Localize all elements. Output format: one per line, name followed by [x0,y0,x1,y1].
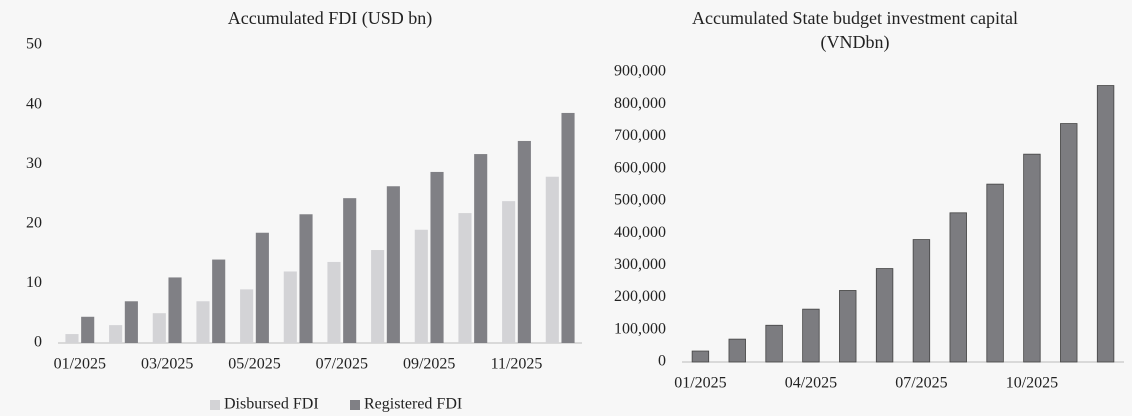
bar [1023,153,1041,363]
y-tick-label: 0 [658,353,666,370]
y-tick-label: 400,000 [614,224,666,241]
bar [124,301,138,343]
x-tick-label: 07/2025 [316,356,368,373]
y-tick-label: 700,000 [614,127,666,144]
bar [343,198,357,343]
bar [255,232,269,343]
y-tick-label: 100,000 [614,320,666,337]
bar [802,308,820,363]
legend-swatch [350,400,360,410]
bar [545,176,559,343]
legend-label: Disbursed FDI [224,396,319,413]
bar [1060,123,1078,363]
bar [502,201,516,343]
bar [386,186,400,343]
bar [458,213,472,343]
y-tick-label: 600,000 [614,159,666,176]
bar [517,140,531,343]
bar [299,214,313,343]
bar [81,316,95,343]
x-tick-label: 01/2025 [54,356,106,373]
y-tick-label: 800,000 [614,95,666,112]
bar [839,290,857,363]
y-tick-label: 10 [26,274,42,291]
x-tick-label: 10/2025 [1006,375,1058,392]
y-tick-label: 50 [26,36,42,53]
y-tick-label: 20 [26,214,42,231]
bar [986,183,1004,363]
x-tick-label: 07/2025 [895,375,947,392]
y-tick-label: 500,000 [614,192,666,209]
y-tick-label: 0 [34,334,42,351]
bar [875,268,894,363]
bar [371,250,385,343]
chart-title: Accumulated FDI (USD bn) [227,8,433,28]
x-tick-label: 09/2025 [403,356,455,373]
bar [949,212,967,363]
legend-swatch [210,400,220,410]
bar [430,171,444,343]
y-tick-label: 300,000 [614,256,666,273]
chart-title: Accumulated State budget investment capi… [692,8,1018,52]
bar [728,338,746,363]
bar [168,277,182,343]
bar [212,259,226,343]
bar [765,324,783,363]
bar [1096,85,1115,363]
x-tick-label: 11/2025 [491,356,543,373]
bar [109,325,123,343]
x-tick-label: 05/2025 [228,356,280,373]
x-tick-label: 04/2025 [785,375,837,392]
x-tick-label: 01/2025 [674,375,726,392]
x-tick-label: 03/2025 [141,356,193,373]
bar [65,334,79,343]
bar [691,350,710,363]
bar [240,289,254,343]
bar [327,261,341,343]
y-tick-label: 200,000 [614,288,666,305]
bar [912,239,931,363]
legend-label: Registered FDI [364,396,462,413]
bar [283,271,297,343]
bar [474,154,488,343]
bar [152,313,166,343]
y-tick-label: 30 [26,155,42,172]
bar [196,301,210,343]
bar [414,229,428,343]
y-tick-label: 40 [26,95,42,112]
bar [561,112,575,343]
y-tick-label: 900,000 [614,63,666,80]
